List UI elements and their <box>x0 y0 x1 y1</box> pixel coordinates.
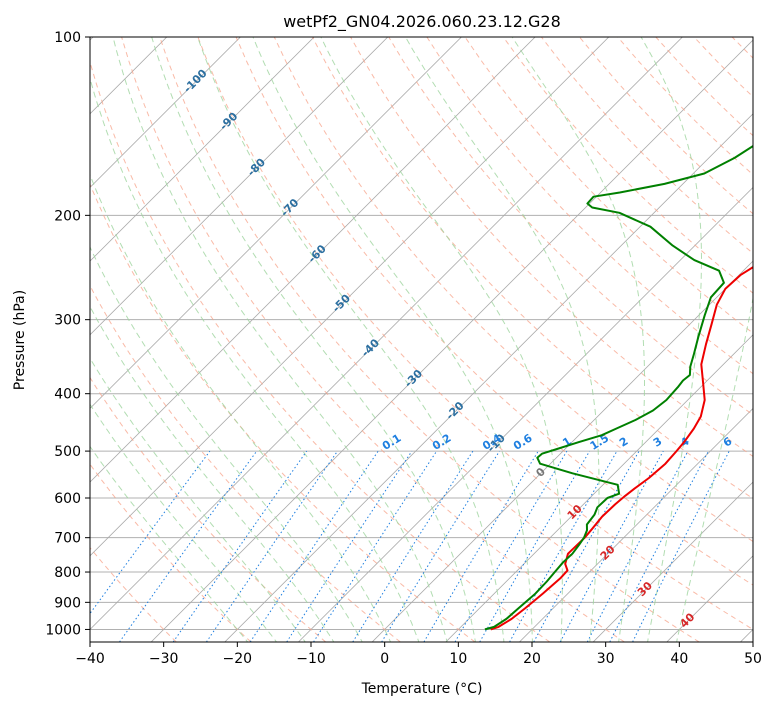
dry-adiabat-line <box>90 284 401 642</box>
y-tick-label: 200 <box>54 208 81 224</box>
moist-adiabat-line <box>90 76 420 642</box>
isotherm-line <box>150 39 753 642</box>
dry-adiabat-line <box>90 376 327 642</box>
dry-adiabat-line <box>388 37 753 416</box>
isotherm-line <box>224 113 753 642</box>
x-axis-label: Temperature (°C) <box>361 681 483 697</box>
isotherm-line <box>90 37 315 262</box>
moist-adiabat-line <box>405 37 600 642</box>
mixing-ratio-line <box>119 450 258 642</box>
moist-adiabat-line <box>676 295 753 642</box>
dry-adiabat-line <box>502 37 753 294</box>
isotherm-line <box>518 407 753 642</box>
isotherm-line <box>90 37 463 410</box>
plot-frame <box>89 36 754 643</box>
x-tick-label: 20 <box>523 651 541 667</box>
dry-adiabat-line <box>90 463 252 642</box>
y-tick-label: 100 <box>54 30 81 46</box>
moist-adiabat-line <box>90 245 363 642</box>
moist-adiabat-line <box>90 445 249 642</box>
moist-adiabat-line <box>90 305 335 642</box>
y-axis-ticks: 100 200 300 400 500 600 700 800 900 1000 <box>45 30 90 638</box>
y-tick-label: 400 <box>54 387 81 403</box>
moist-adiabat-line <box>640 37 702 642</box>
mixing-ratio-line <box>381 450 500 642</box>
x-tick-label: 40 <box>670 651 688 667</box>
isotherm-line <box>90 37 242 189</box>
x-tick-label: −20 <box>223 651 253 667</box>
moist-adiabat-line <box>90 173 392 642</box>
moist-adiabat-line <box>252 37 533 642</box>
dry-adiabat-line <box>273 37 753 543</box>
isotherm-line <box>90 37 389 336</box>
mixing-ratio-line <box>172 450 308 642</box>
isotherm-line <box>297 186 753 642</box>
mixing-ratio-line <box>509 450 618 642</box>
profile-series <box>484 144 753 631</box>
mixing-ratio-line <box>313 450 438 642</box>
chart-title: wetPf2_GN04.2026.060.23.12.G28 <box>283 12 561 32</box>
moist-adiabat-line <box>151 37 477 642</box>
moist-adiabat-line <box>90 403 278 642</box>
dry-adiabat-line <box>90 546 177 642</box>
mixing-ratio-line <box>205 450 338 642</box>
y-tick-label: 700 <box>54 531 81 547</box>
mixing-ratio-line <box>286 450 413 642</box>
x-tick-label: 30 <box>597 651 615 667</box>
moist-adiabat-line <box>90 357 306 642</box>
y-tick-label: 900 <box>54 595 81 611</box>
y-tick-label: 600 <box>54 491 81 507</box>
dry-adiabat-line <box>159 37 700 642</box>
dry-adiabat-line <box>121 37 625 642</box>
isotherm-line <box>445 334 753 642</box>
isotherm-line <box>90 37 610 557</box>
mixing-ratio-line <box>559 450 664 642</box>
x-tick-label: −10 <box>296 651 326 667</box>
dewpoint-profile-line <box>484 144 753 631</box>
dry-adiabat-line <box>197 37 753 630</box>
y-tick-label: 1000 <box>45 622 81 638</box>
moist-adiabats <box>90 37 753 642</box>
mixing-ratio-line <box>632 450 730 642</box>
moist-adiabat-line <box>197 37 505 642</box>
x-tick-label: −40 <box>75 651 105 667</box>
x-tick-label: −30 <box>149 651 179 667</box>
x-tick-label: 0 <box>380 651 389 667</box>
dry-adiabat-line <box>90 182 476 642</box>
isotherm-line <box>90 37 684 631</box>
moist-adiabat-line <box>320 37 563 642</box>
y-tick-label: 500 <box>54 444 81 460</box>
y-tick-label: 300 <box>54 313 81 329</box>
moist-adiabat-line <box>511 37 645 642</box>
y-tick-label: 800 <box>54 565 81 581</box>
isobar-gridlines <box>90 37 753 630</box>
x-tick-label: 50 <box>744 651 762 667</box>
mixing-ratio-line <box>249 450 379 642</box>
mixing-ratio-line <box>352 450 474 642</box>
x-axis-ticks: −40 −30 −20 −10 0 10 20 30 40 50 <box>75 642 762 667</box>
x-tick-label: 10 <box>449 651 467 667</box>
isotherm-line <box>371 260 753 642</box>
moist-adiabat-line <box>112 37 448 642</box>
dry-adiabat-line <box>90 60 551 642</box>
y-axis-label: Pressure (hPa) <box>12 290 28 390</box>
dry-adiabat-line <box>235 37 753 586</box>
isotherm-line <box>90 37 536 483</box>
isotherm-line <box>592 481 753 642</box>
mixing-ratio-line <box>90 450 211 615</box>
skewed-isotherms <box>90 37 753 642</box>
dry-adiabats <box>90 37 753 642</box>
